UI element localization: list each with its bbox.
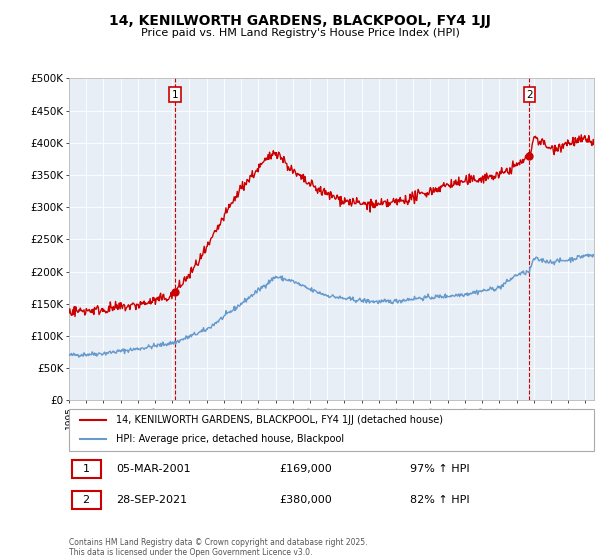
Text: £169,000: £169,000 (279, 464, 332, 474)
Text: 2: 2 (83, 495, 89, 505)
Text: 1: 1 (83, 464, 89, 474)
Text: 05-MAR-2001: 05-MAR-2001 (116, 464, 191, 474)
Text: Contains HM Land Registry data © Crown copyright and database right 2025.
This d: Contains HM Land Registry data © Crown c… (69, 538, 367, 557)
Bar (71, 460, 101, 478)
Text: 97% ↑ HPI: 97% ↑ HPI (410, 464, 470, 474)
Text: 1: 1 (172, 90, 179, 100)
Text: Price paid vs. HM Land Registry's House Price Index (HPI): Price paid vs. HM Land Registry's House … (140, 28, 460, 38)
Text: 14, KENILWORTH GARDENS, BLACKPOOL, FY4 1JJ (detached house): 14, KENILWORTH GARDENS, BLACKPOOL, FY4 1… (116, 415, 443, 425)
Text: 82% ↑ HPI: 82% ↑ HPI (410, 495, 470, 505)
Text: 2: 2 (526, 90, 533, 100)
Text: 14, KENILWORTH GARDENS, BLACKPOOL, FY4 1JJ: 14, KENILWORTH GARDENS, BLACKPOOL, FY4 1… (109, 14, 491, 28)
Text: £380,000: £380,000 (279, 495, 332, 505)
Text: 28-SEP-2021: 28-SEP-2021 (116, 495, 187, 505)
Bar (71, 491, 101, 509)
Text: HPI: Average price, detached house, Blackpool: HPI: Average price, detached house, Blac… (116, 435, 344, 445)
